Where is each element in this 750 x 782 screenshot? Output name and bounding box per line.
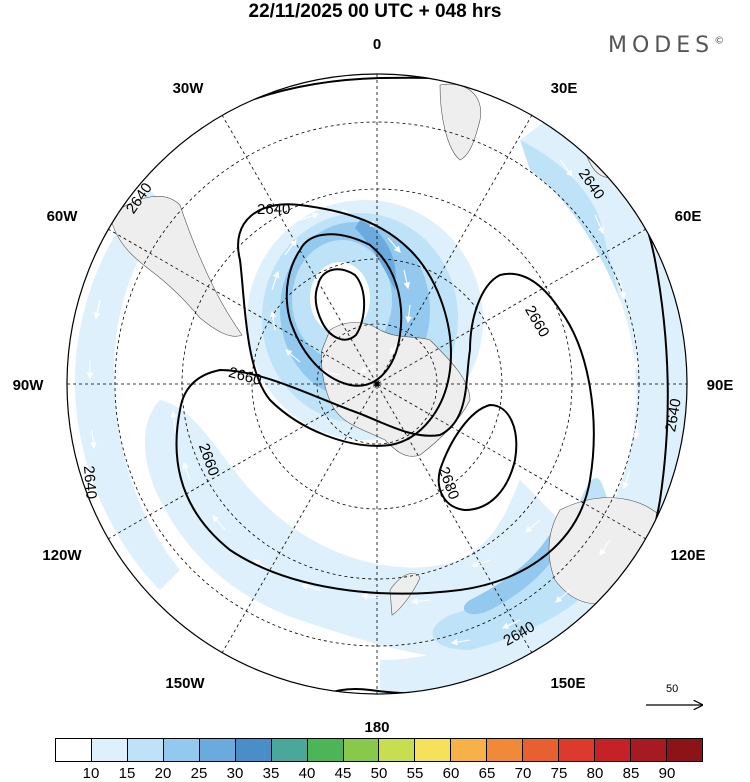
lon-label-90w: 90W xyxy=(13,377,45,394)
reference-vector: 50 xyxy=(642,683,712,713)
contour-label: 2640 xyxy=(257,201,290,218)
colorbar-swatch xyxy=(666,739,702,761)
colorbar-swatch xyxy=(451,739,488,761)
colorbar-tick-label: 50 xyxy=(370,765,388,782)
reference-vector-label: 50 xyxy=(666,683,679,695)
polar-stereographic-map: 2640 2640 2640 2640 2640 2640 2660 2660 … xyxy=(13,36,734,736)
colorbar-tick-label: 45 xyxy=(334,765,352,782)
south-america xyxy=(109,195,243,337)
colorbar-swatch xyxy=(379,739,416,761)
lon-label-180: 180 xyxy=(364,719,389,736)
map-title: 22/11/2025 00 UTC + 048 hrs xyxy=(248,1,502,22)
colorbar-tick-label: 15 xyxy=(118,765,136,782)
colorbar-swatch xyxy=(343,739,380,761)
lon-label-150w: 150W xyxy=(165,675,205,692)
colorbar-swatch xyxy=(415,739,452,761)
wind-vectors xyxy=(86,159,640,646)
lon-label-30e: 30E xyxy=(551,80,578,97)
africa-south-tip xyxy=(439,83,482,161)
colorbar-tick-label: 55 xyxy=(406,765,424,782)
lon-label-120e: 120E xyxy=(670,547,705,564)
colorbar-swatch xyxy=(271,739,308,761)
colorbar-swatch xyxy=(523,739,560,761)
lon-label-0: 0 xyxy=(373,36,381,53)
contour-label: 2640 xyxy=(80,465,100,500)
copyright-mark: © xyxy=(714,35,725,47)
colorbar-tick-label: 70 xyxy=(514,765,532,782)
colorbar-swatch xyxy=(307,739,344,761)
lon-label-60w: 60W xyxy=(47,208,79,225)
colorbar-ticks: 10 15 20 25 30 35 40 45 50 55 60 65 70 75 80 85 90 xyxy=(55,763,703,782)
colorbar-tick-label: 60 xyxy=(442,765,460,782)
colorbar-tick-label: 25 xyxy=(190,765,208,782)
colorbar-swatch xyxy=(199,739,236,761)
colorbar-tick-label: 30 xyxy=(226,765,244,782)
colorbar-swatch xyxy=(595,739,631,761)
colorbar-swatch xyxy=(487,739,524,761)
lon-label-150e: 150E xyxy=(550,675,585,692)
colorbar-tick-label: 90 xyxy=(658,765,676,782)
colorbar-tick-label: 75 xyxy=(550,765,568,782)
modes-logo: MODES© xyxy=(608,33,724,58)
land-masses xyxy=(109,83,667,616)
longitude-labels: 0 30E 60E 90E 120E 150E 180 150W 120W 90… xyxy=(13,36,734,736)
colorbar xyxy=(55,738,703,762)
colorbar-swatch xyxy=(91,739,128,761)
lon-label-30w: 30W xyxy=(173,80,205,97)
south-pole-dot xyxy=(374,381,380,387)
map-disk xyxy=(67,74,687,694)
brand-text: MODES xyxy=(608,33,715,58)
colorbar-tick-label: 10 xyxy=(82,765,100,782)
colorbar-tick-label: 35 xyxy=(262,765,280,782)
colorbar-swatch xyxy=(56,739,92,761)
colorbar-tick-label: 65 xyxy=(478,765,496,782)
reference-vector-arrow xyxy=(646,683,712,713)
colorbar-tick-label: 20 xyxy=(154,765,172,782)
colorbar-swatch xyxy=(631,739,667,761)
colorbar-swatch xyxy=(235,739,272,761)
colorbar-swatch xyxy=(163,739,200,761)
contour-label: 2640 xyxy=(662,397,685,433)
lon-label-60e: 60E xyxy=(675,208,702,225)
colorbar-swatch xyxy=(559,739,596,761)
colorbar-tick-label: 80 xyxy=(586,765,604,782)
australia xyxy=(548,497,667,605)
lon-label-90e: 90E xyxy=(707,377,734,394)
map-border xyxy=(66,73,688,695)
colorbar-tick-label: 85 xyxy=(622,765,640,782)
colorbar-swatch xyxy=(127,739,164,761)
colorbar-tick-label: 40 xyxy=(298,765,316,782)
lon-label-120w: 120W xyxy=(42,547,82,564)
